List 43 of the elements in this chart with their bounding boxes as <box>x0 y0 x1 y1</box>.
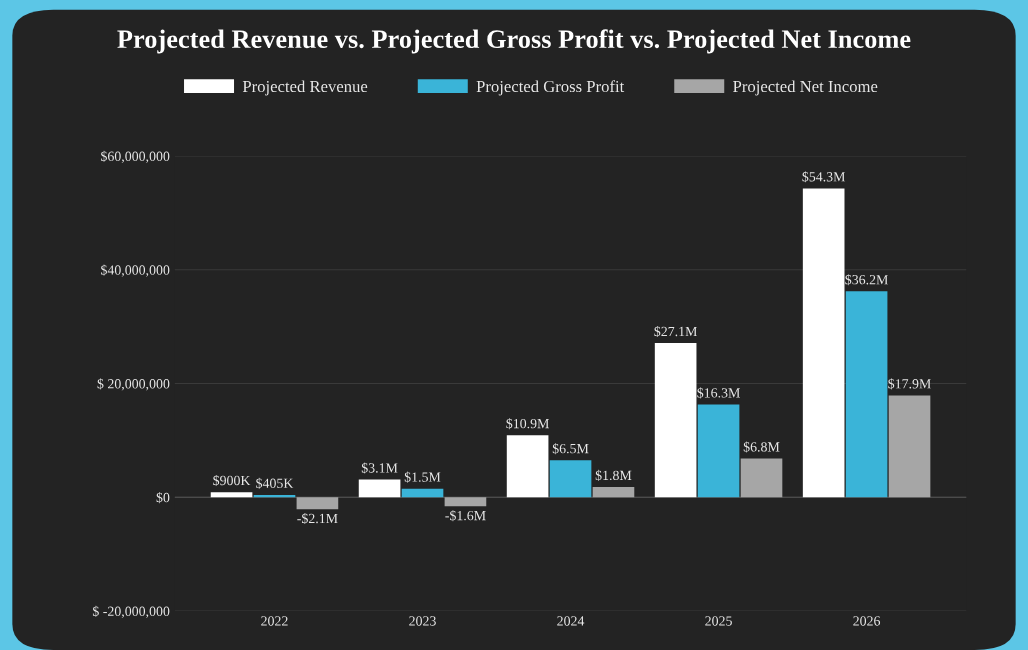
bar <box>697 404 740 498</box>
data-label: -$1.6M <box>445 510 486 522</box>
y-tick-label: $ -20,000,000 <box>92 605 170 618</box>
legend-label: Projected Net Income <box>733 80 878 96</box>
data-label: $405K <box>256 477 294 489</box>
data-label: $3.1M <box>361 462 398 474</box>
data-label: $6.8M <box>743 441 780 453</box>
x-tick-label: 2023 <box>409 616 436 626</box>
x-tick-label: 2025 <box>705 616 732 626</box>
bar <box>592 487 635 498</box>
data-label: $6.5M <box>552 443 589 455</box>
data-label: $54.3M <box>802 171 846 183</box>
data-label: $27.1M <box>654 325 698 338</box>
data-label: -$2.1M <box>297 512 338 525</box>
y-tick-label: $40,000,000 <box>101 264 170 277</box>
data-label: $10.9M <box>506 418 549 430</box>
bar <box>654 343 697 498</box>
legend-label: Projected Revenue <box>242 80 368 96</box>
y-tick-label: $60,000,000 <box>101 150 170 163</box>
y-tick-label: $0 <box>156 492 170 504</box>
x-tick-label: 2022 <box>261 616 288 626</box>
bar <box>444 497 487 507</box>
bar <box>740 458 783 498</box>
data-label: $900K <box>213 474 251 487</box>
data-label: $17.9M <box>888 378 931 390</box>
bar <box>549 460 592 498</box>
data-label: $1.8M <box>595 469 632 481</box>
bar <box>506 435 549 498</box>
bar <box>296 497 339 510</box>
bar <box>210 492 253 498</box>
bar <box>802 188 845 498</box>
x-tick-label: 2026 <box>853 616 881 626</box>
bar <box>845 291 888 498</box>
data-label: $16.3M <box>697 387 740 399</box>
x-tick-label: 2024 <box>557 616 585 626</box>
y-tick-label: $ 20,000,000 <box>97 378 170 391</box>
bar <box>401 488 444 498</box>
bar <box>888 395 931 498</box>
data-label: $36.2M <box>845 274 888 286</box>
data-label: $1.5M <box>404 471 441 483</box>
bar <box>358 479 401 498</box>
chart-title: Projected Revenue vs. Projected Gross Profit vs. Projected Net Income <box>117 29 911 54</box>
legend-label: Projected Gross Profit <box>476 80 625 96</box>
